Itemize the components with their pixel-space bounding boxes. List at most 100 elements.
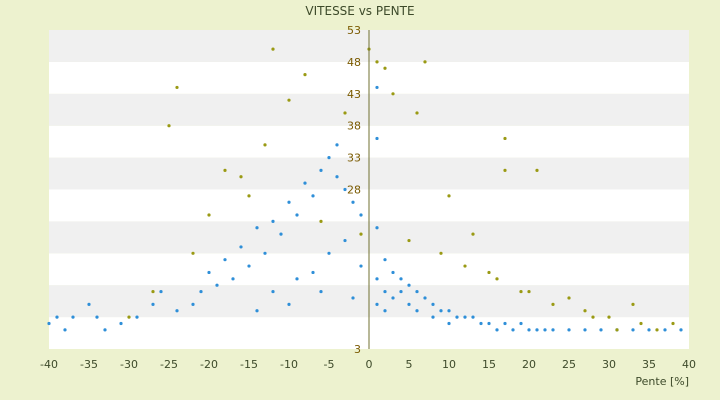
- chart-title: VITESSE vs PENTE: [305, 4, 414, 18]
- x-tick-label: 20: [522, 358, 536, 371]
- data-point: [415, 309, 419, 313]
- data-point: [615, 328, 619, 332]
- x-tick-label: 10: [442, 358, 456, 371]
- data-point: [343, 187, 347, 192]
- data-point: [199, 289, 203, 294]
- y-tick-label: 53: [347, 24, 361, 37]
- data-point: [119, 321, 123, 326]
- data-point: [175, 85, 179, 90]
- data-point: [231, 277, 235, 281]
- data-point: [383, 66, 387, 70]
- data-point: [495, 328, 499, 332]
- data-point: [407, 238, 411, 243]
- data-point: [639, 321, 643, 326]
- data-point: [487, 270, 491, 275]
- data-point: [375, 226, 379, 230]
- data-point: [383, 309, 387, 313]
- data-point: [271, 47, 275, 51]
- x-tick-label: -15: [240, 358, 258, 371]
- data-point: [383, 289, 387, 294]
- data-point: [319, 219, 323, 223]
- data-point: [375, 136, 379, 141]
- data-point: [391, 92, 395, 96]
- data-point: [519, 289, 523, 294]
- data-point: [439, 251, 443, 255]
- data-point: [135, 315, 139, 319]
- data-point: [263, 143, 267, 147]
- y-tick-label: 3: [354, 343, 361, 356]
- x-tick-label: -20: [200, 358, 218, 371]
- data-point: [447, 194, 451, 198]
- x-axis-label: Pente [%]: [635, 375, 689, 388]
- x-tick-label: -40: [40, 358, 58, 371]
- x-tick-label: 0: [366, 358, 373, 371]
- data-point: [631, 302, 635, 306]
- x-tick-label: -25: [160, 358, 178, 371]
- data-point: [447, 321, 451, 326]
- data-point: [503, 321, 507, 326]
- data-point: [431, 315, 435, 319]
- data-point: [591, 315, 595, 319]
- data-point: [207, 270, 211, 275]
- data-point: [375, 277, 379, 281]
- data-point: [319, 289, 323, 294]
- data-point: [391, 296, 395, 300]
- data-point: [247, 194, 251, 198]
- data-point: [207, 213, 211, 217]
- data-point: [287, 200, 291, 204]
- y-tick-label: 43: [347, 88, 361, 101]
- data-point: [399, 289, 403, 294]
- data-point: [375, 85, 379, 90]
- data-point: [471, 232, 475, 236]
- data-point: [407, 302, 411, 306]
- data-point: [303, 73, 307, 77]
- data-point: [663, 328, 667, 332]
- data-point: [503, 136, 507, 141]
- data-point: [495, 277, 499, 281]
- axis-labels: -40 -35 -30 -25 -20 -15 -10 -5 0 5 10 15 20 25 30 35 40 3…: [40, 24, 696, 371]
- data-point: [71, 315, 75, 319]
- data-point: [479, 321, 483, 326]
- data-point: [415, 111, 419, 115]
- data-point: [423, 296, 427, 300]
- x-tick-label: -30: [120, 358, 138, 371]
- data-point: [407, 283, 411, 287]
- data-point: [351, 200, 355, 204]
- y-tick-label: 38: [347, 120, 361, 133]
- data-point: [279, 232, 283, 236]
- x-tick-label: 35: [642, 358, 656, 371]
- data-point: [271, 289, 275, 294]
- data-point: [543, 328, 547, 332]
- data-point: [223, 258, 227, 262]
- data-point: [287, 98, 291, 102]
- data-point: [351, 296, 355, 300]
- data-point: [343, 238, 347, 243]
- data-point: [335, 175, 339, 179]
- data-point: [655, 328, 659, 332]
- data-point: [191, 302, 195, 306]
- data-point: [55, 315, 59, 319]
- data-point: [215, 283, 219, 287]
- x-tick-label: -5: [324, 358, 335, 371]
- data-point: [463, 315, 467, 319]
- data-point: [287, 302, 291, 306]
- data-point: [631, 328, 635, 332]
- data-point: [87, 302, 91, 306]
- data-point: [519, 321, 523, 326]
- x-tick-label: 30: [602, 358, 616, 371]
- data-point: [103, 328, 107, 332]
- data-point: [151, 302, 155, 306]
- data-point: [359, 232, 363, 236]
- data-point: [247, 264, 251, 268]
- data-point: [191, 251, 195, 255]
- data-point: [327, 251, 331, 255]
- data-point: [511, 328, 515, 332]
- data-point: [567, 296, 571, 300]
- data-point: [551, 328, 555, 332]
- data-point: [599, 328, 603, 332]
- x-tick-label: 5: [406, 358, 413, 371]
- data-point: [607, 315, 611, 319]
- data-point: [63, 328, 67, 332]
- data-point: [423, 60, 427, 64]
- data-point: [239, 245, 243, 249]
